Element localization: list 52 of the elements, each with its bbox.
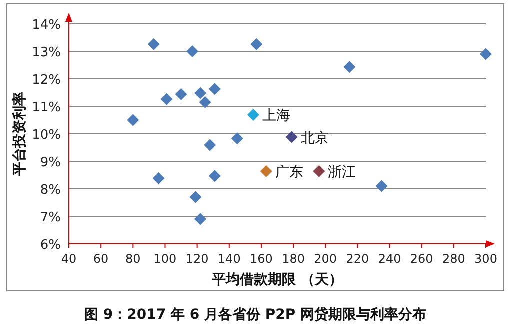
y-tick-label: 9% xyxy=(40,156,61,170)
x-tick-label: 280 xyxy=(442,252,466,266)
point xyxy=(208,83,221,96)
x-tick-label: 220 xyxy=(346,252,370,266)
x-tick-label: 240 xyxy=(378,252,402,266)
x-tick-label: 40 xyxy=(61,252,77,266)
series-label: 浙江 xyxy=(328,164,356,180)
y-tick-label: 7% xyxy=(40,210,61,226)
y-tick-label: 6% xyxy=(40,238,61,253)
series-label: 上海 xyxy=(262,108,290,124)
y-tick-label: 13% xyxy=(32,46,61,60)
point xyxy=(175,88,188,100)
x-tick-label: 300 xyxy=(474,252,498,266)
x-tick-label: 200 xyxy=(314,252,338,266)
point xyxy=(160,93,173,106)
point xyxy=(344,61,356,74)
y-tick-label: 8% xyxy=(40,183,61,198)
point xyxy=(194,87,207,100)
point xyxy=(148,38,160,50)
point xyxy=(186,46,198,58)
point xyxy=(286,131,298,144)
y-tick-label: 10% xyxy=(32,128,61,143)
x-tick-label: 140 xyxy=(218,252,241,266)
x-tick-label: 100 xyxy=(154,252,177,266)
y-tick-label: 14% xyxy=(32,18,61,33)
x-tick-label: 60 xyxy=(93,252,109,266)
point xyxy=(208,170,221,182)
y-axis-title: 平台投资利率 xyxy=(11,92,28,177)
point xyxy=(250,38,263,50)
y-tick-label: 11% xyxy=(32,100,61,116)
point xyxy=(376,180,388,192)
point xyxy=(127,114,140,126)
point xyxy=(480,48,492,60)
point xyxy=(199,96,212,108)
point xyxy=(190,191,202,204)
series-label: 北京 xyxy=(300,130,329,146)
point xyxy=(260,165,272,178)
x-tick-label: 80 xyxy=(126,252,141,266)
point xyxy=(204,139,216,152)
text: 图 9：2017 年 6 月各省份 P2P 网贷期限与利率分布 xyxy=(84,306,426,323)
y-tick-label: 12% xyxy=(32,73,61,88)
point xyxy=(152,172,165,185)
point xyxy=(194,213,207,226)
series-label: 广东 xyxy=(275,164,304,180)
x-tick-label: 260 xyxy=(410,252,434,266)
x-tick-label: 120 xyxy=(186,252,209,266)
point xyxy=(313,165,326,178)
x-tick-label: 160 xyxy=(250,252,273,266)
point xyxy=(231,132,244,145)
point xyxy=(247,109,260,122)
x-tick-label: 180 xyxy=(282,252,305,266)
x-axis-title: 平均借款期限 （天） xyxy=(211,272,343,288)
